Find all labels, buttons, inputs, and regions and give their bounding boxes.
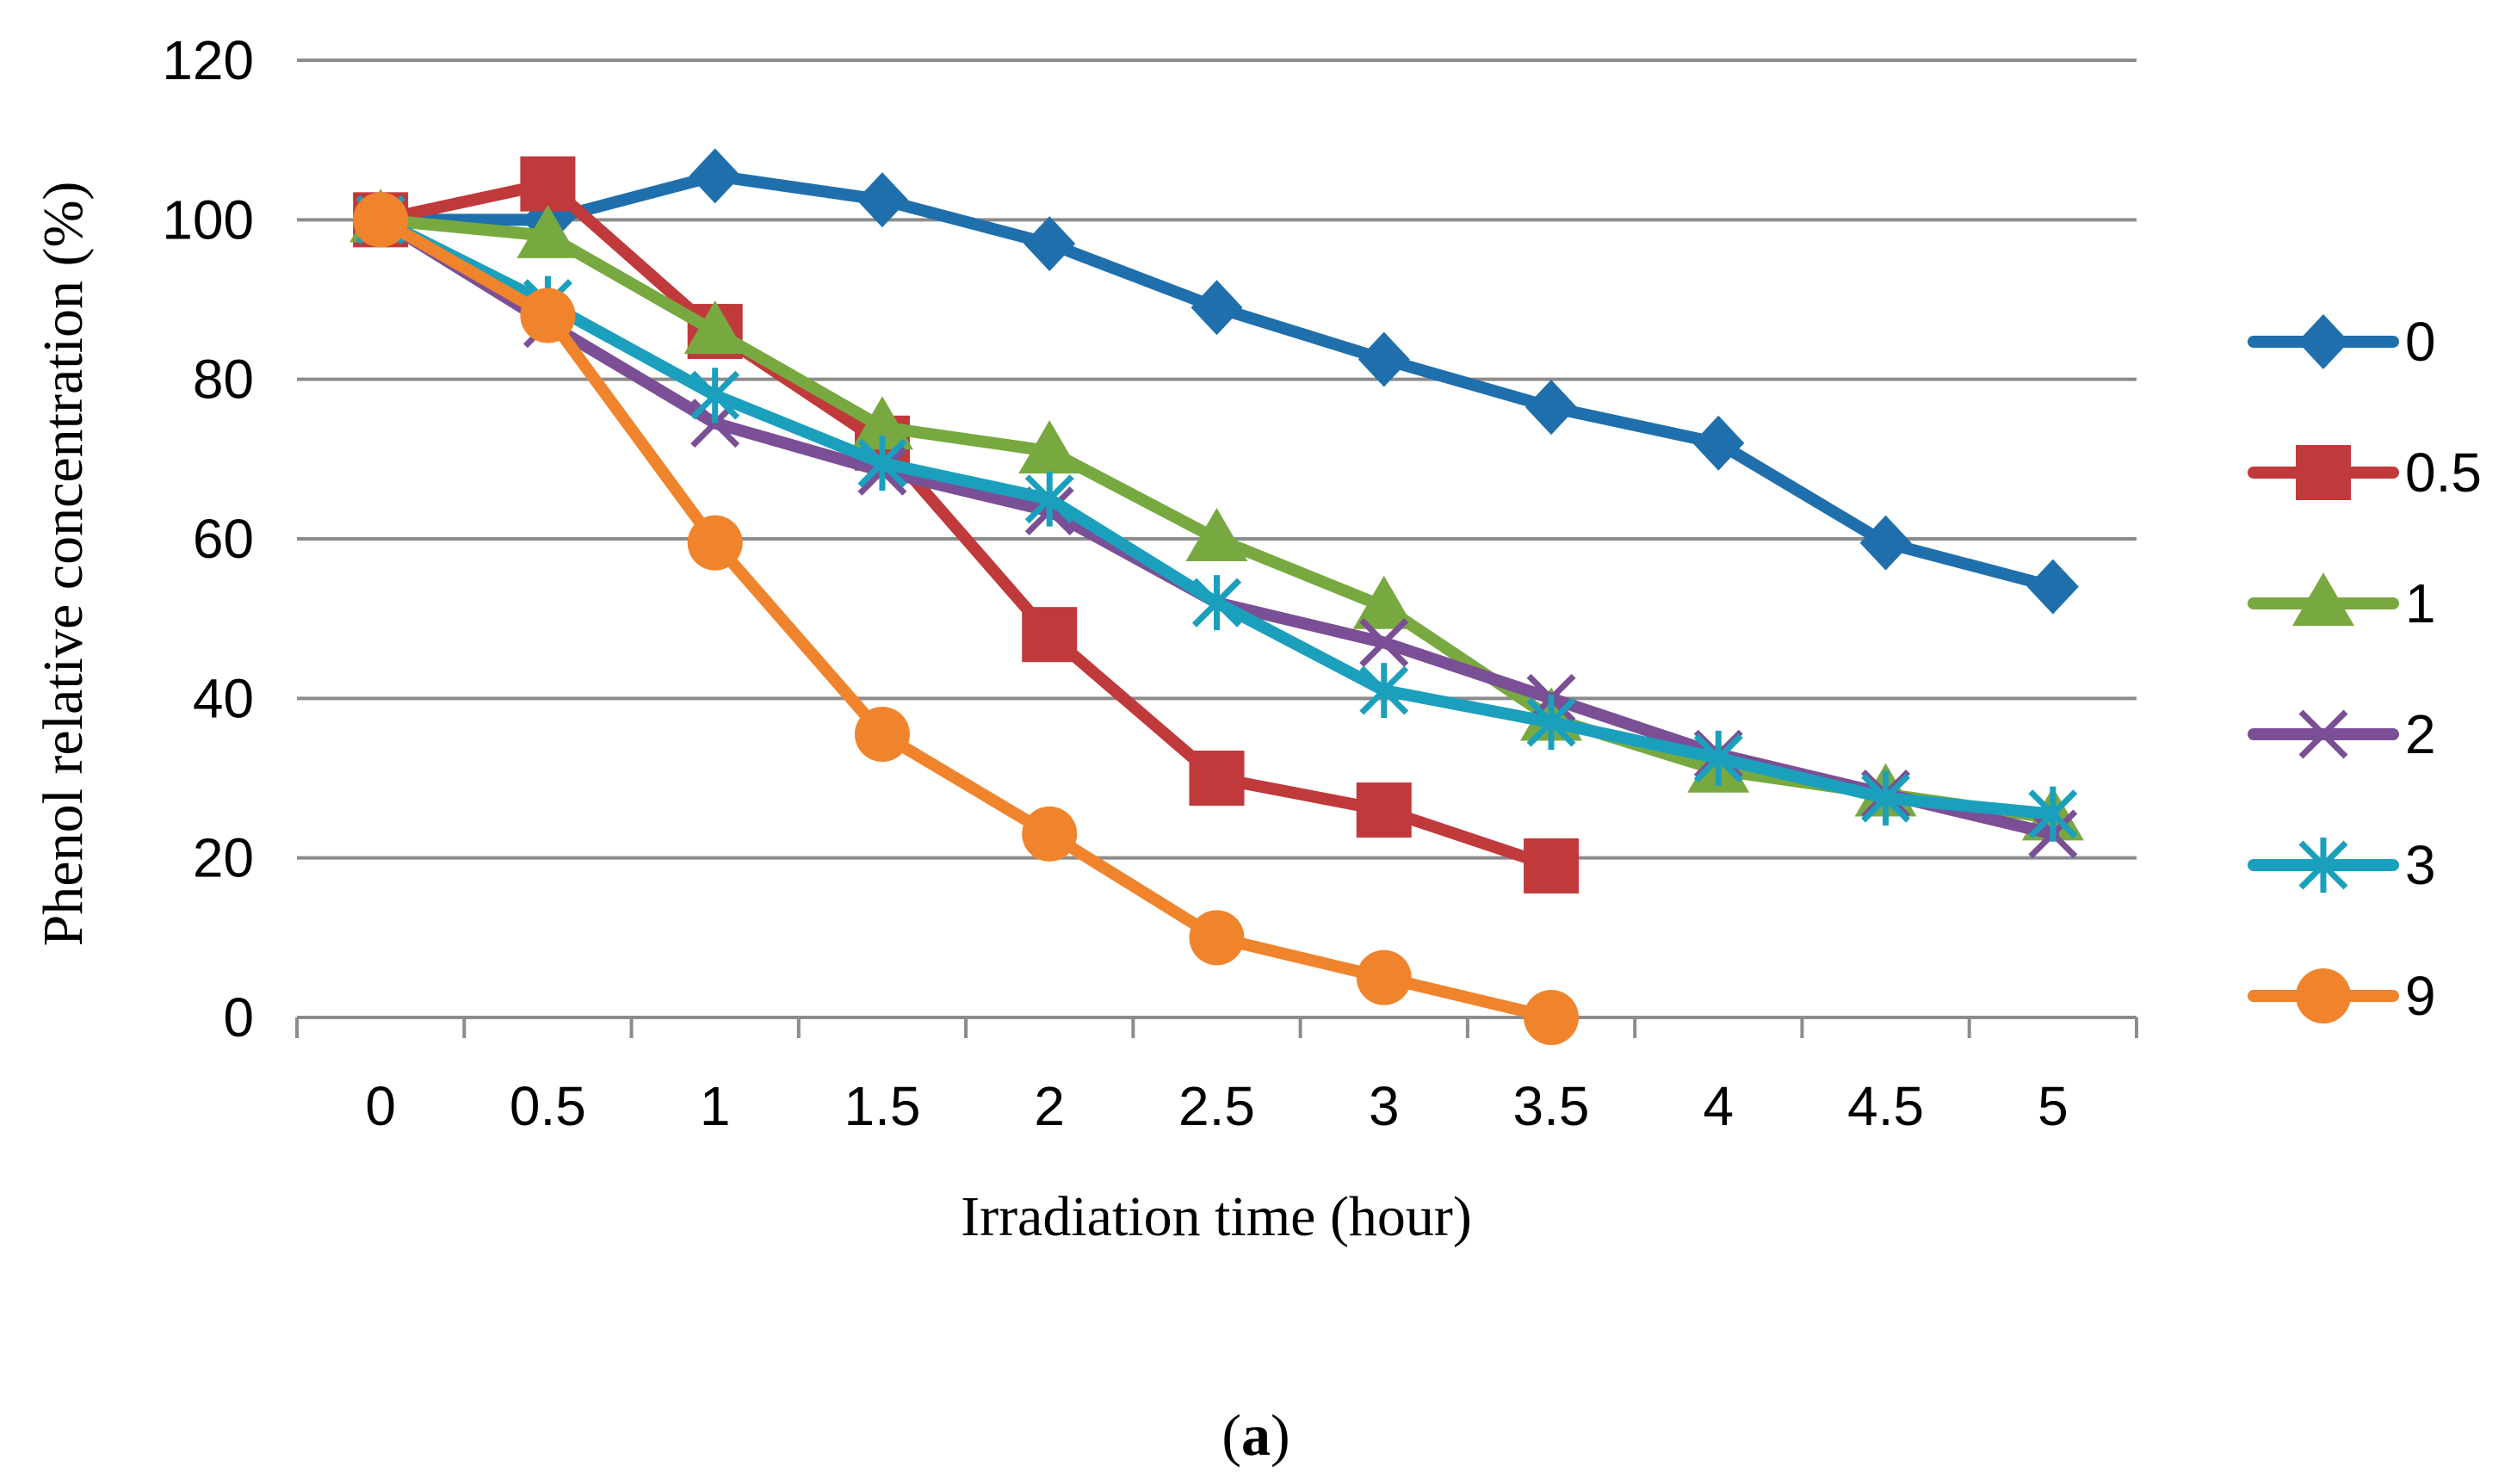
legend-item: 9 — [2248, 965, 2436, 1027]
y-axis-title: Phenol relative concentration (%) — [32, 182, 95, 947]
data-point — [1190, 280, 1243, 336]
y-tick-label: 60 — [193, 508, 254, 570]
x-axis — [295, 1016, 2138, 1038]
data-point — [683, 300, 746, 355]
data-point — [857, 435, 907, 491]
x-tick-label: 1 — [700, 1075, 731, 1137]
y-axis-tick-labels: 0 20 40 60 80 100 120 — [162, 29, 254, 1048]
data-point — [1861, 770, 1911, 826]
data-point — [516, 204, 579, 258]
x-tick-label: 1.5 — [844, 1075, 920, 1137]
x-tick-label: 3 — [1369, 1075, 1400, 1137]
x-tick-label: 4 — [1704, 1075, 1735, 1137]
legend: 0 0.5 1 2 3 9 — [2248, 311, 2482, 1027]
data-point — [687, 515, 743, 571]
data-point — [1023, 216, 1076, 272]
legend-label: 1 — [2405, 572, 2436, 634]
legend-item: 3 — [2248, 834, 2436, 896]
data-point — [1192, 575, 1241, 631]
legend-marker — [2298, 838, 2348, 893]
y-tick-label: 100 — [162, 189, 254, 250]
data-point — [520, 288, 576, 343]
series-9 — [353, 192, 1580, 1045]
x-axis-tick-labels: 0 0.5 1 1.5 2 2.5 3 3.5 4 4.5 5 — [365, 1075, 2068, 1137]
legend-marker — [2297, 314, 2349, 369]
data-point — [520, 156, 576, 212]
data-point — [854, 707, 910, 763]
data-point — [856, 172, 908, 228]
data-point — [1359, 663, 1409, 719]
x-tick-label: 0.5 — [510, 1075, 586, 1137]
data-point — [1692, 415, 1745, 471]
y-tick-label: 20 — [193, 827, 254, 889]
data-point — [1189, 751, 1245, 806]
legend-label: 3 — [2405, 834, 2436, 896]
data-point — [1022, 607, 1078, 663]
data-point — [1693, 730, 1743, 786]
legend-item: 0.5 — [2248, 442, 2482, 504]
data-point — [1359, 617, 1409, 667]
caption-prefix: ( — [1221, 1402, 1241, 1468]
data-point — [1859, 515, 1912, 571]
data-point — [1022, 806, 1078, 862]
data-point — [689, 148, 741, 204]
data-point — [1524, 990, 1580, 1045]
figure-caption: (a) — [1221, 1402, 1289, 1468]
x-tick-label: 2 — [1034, 1075, 1065, 1137]
legend-label: 0 — [2405, 311, 2436, 373]
caption-letter: a — [1241, 1402, 1271, 1468]
data-point — [1525, 380, 1578, 436]
data-point — [850, 396, 913, 450]
data-point — [2026, 559, 2079, 615]
series-line — [374, 177, 1558, 872]
legend-marker — [2296, 445, 2351, 500]
series-group — [349, 148, 2084, 1045]
y-tick-label: 0 — [223, 986, 254, 1048]
legend-label: 9 — [2405, 965, 2436, 1027]
data-point — [1526, 695, 1576, 751]
legend-label: 2 — [2405, 703, 2436, 765]
legend-marker — [2298, 709, 2348, 759]
data-point — [1018, 420, 1081, 474]
data-point — [1357, 331, 1410, 387]
marker-stroke — [2298, 709, 2348, 759]
caption-suffix: ) — [1271, 1402, 1290, 1468]
legend-item: 0 — [2248, 311, 2436, 373]
x-tick-label: 3.5 — [1513, 1075, 1590, 1137]
legend-marker — [2292, 572, 2354, 626]
x-axis-title: Irradiation time (hour) — [961, 1185, 1472, 1248]
x-tick-label: 4.5 — [1847, 1075, 1924, 1137]
data-point — [353, 192, 409, 248]
data-point — [2028, 786, 2078, 842]
data-point — [1356, 782, 1412, 838]
legend-label: 0.5 — [2405, 442, 2482, 504]
data-point — [690, 368, 740, 424]
x-tick-label: 0 — [365, 1075, 396, 1137]
legend-marker — [2296, 968, 2351, 1023]
x-tick-label: 5 — [2038, 1075, 2069, 1137]
data-point — [1185, 508, 1248, 561]
data-point — [1189, 910, 1245, 966]
legend-item: 1 — [2248, 572, 2436, 634]
data-point — [1524, 838, 1580, 893]
y-tick-label: 40 — [193, 667, 254, 729]
data-point — [1024, 471, 1074, 527]
y-tick-label: 120 — [162, 29, 254, 91]
y-tick-label: 80 — [193, 349, 254, 411]
series-line — [374, 213, 1558, 1023]
x-tick-label: 2.5 — [1178, 1075, 1255, 1137]
data-point — [1352, 575, 1415, 629]
data-point — [1356, 949, 1412, 1005]
legend-item: 2 — [2248, 703, 2436, 765]
marker-stroke — [1359, 617, 1409, 667]
